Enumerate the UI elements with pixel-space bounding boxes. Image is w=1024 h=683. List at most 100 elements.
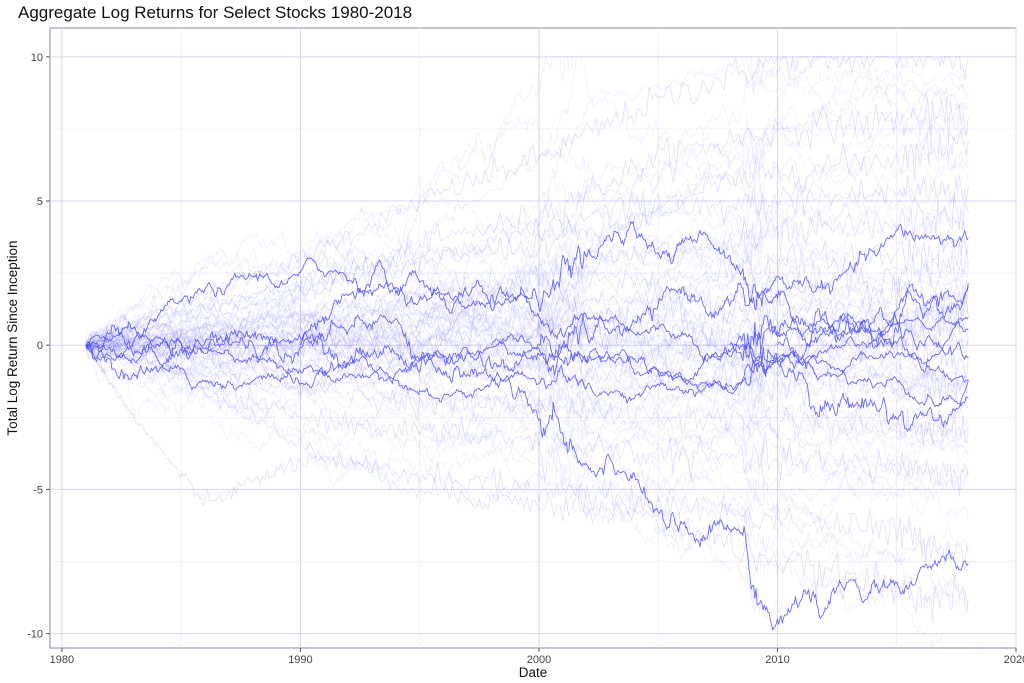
series-line: [300, 314, 969, 631]
series-line: [490, 316, 969, 395]
series-line: [729, 322, 969, 432]
series-line: [85, 319, 969, 400]
series-line: [85, 220, 969, 361]
series-line: [300, 314, 969, 631]
series-line: [729, 322, 969, 432]
series-line: [85, 257, 969, 408]
x-tick-label: 2000: [527, 654, 551, 666]
series-line: [490, 316, 969, 395]
x-tick-label: 1990: [288, 654, 312, 666]
series-line: [729, 322, 969, 432]
series-line: [85, 223, 969, 380]
series-line: [85, 321, 969, 404]
series-line: [85, 289, 969, 515]
series-line: [801, 344, 969, 392]
series-line: [85, 230, 969, 347]
series-line: [85, 257, 969, 408]
y-tick-label: 5: [37, 196, 43, 208]
series-line: [300, 314, 969, 631]
series-line: [85, 223, 969, 380]
series-line: [85, 315, 969, 391]
series-line: [85, 100, 969, 352]
series-line: [85, 321, 969, 404]
x-tick-label: 2020: [1004, 654, 1024, 666]
series-line: [490, 316, 969, 395]
series-line: [777, 282, 969, 363]
series-line: [85, 321, 969, 404]
series-line: [85, 257, 969, 408]
series-line: [777, 282, 969, 363]
series-line: [85, 313, 969, 522]
series-line: [85, 316, 969, 602]
series-line: [85, 55, 969, 359]
series-line: [85, 329, 969, 443]
series-line: [85, 257, 969, 408]
series-line: [85, 220, 969, 361]
series-line: [777, 282, 969, 363]
series-line: [85, 321, 969, 404]
series-line: [85, 322, 969, 399]
series-line: [85, 321, 969, 404]
series-line: [85, 315, 969, 391]
series-line: [705, 280, 969, 391]
series-line: [753, 283, 969, 349]
series-line: [85, 344, 969, 624]
grid-lines: [50, 28, 1017, 648]
series-line: [801, 341, 969, 382]
series-line: [85, 321, 969, 404]
series-line: [729, 322, 969, 432]
series-line: [85, 223, 969, 380]
series-line: [85, 223, 969, 380]
series-line: [729, 322, 969, 432]
series-line: [85, 318, 969, 365]
series-line: [753, 283, 969, 349]
series-line: [85, 273, 969, 352]
series-line: [85, 223, 969, 380]
axes: 1980 1990 2000 2010 2020 10 5 0 -5 -10: [27, 52, 1024, 666]
series-lines: [85, 55, 969, 649]
series-line: [85, 220, 969, 361]
series-line: [490, 316, 969, 395]
series-line: [777, 282, 969, 363]
series-line: [85, 296, 969, 355]
series-line: [753, 283, 969, 349]
series-line: [753, 283, 969, 349]
series-line: [85, 292, 969, 398]
series-line: [85, 220, 969, 361]
series-line: [753, 283, 969, 349]
series-line: [85, 298, 969, 396]
series-line: [729, 322, 969, 432]
series-line: [753, 283, 969, 349]
series-line: [85, 288, 969, 611]
series-line: [85, 257, 969, 408]
series-line: [85, 339, 969, 443]
series-line: [85, 315, 969, 391]
series-line: [85, 257, 969, 408]
series-line: [85, 328, 969, 380]
series-line: [85, 251, 969, 352]
series-line: [777, 282, 969, 363]
series-line: [777, 282, 969, 363]
series-line: [85, 315, 969, 391]
series-line: [85, 303, 969, 423]
series-line: [85, 264, 969, 352]
series-line: [85, 223, 969, 380]
series-line: [85, 345, 969, 571]
series-line: [753, 283, 969, 349]
series-line: [85, 55, 969, 346]
series-line: [85, 56, 969, 349]
series-line: [85, 220, 969, 361]
series-line: [85, 336, 969, 382]
series-line: [490, 316, 969, 395]
series-line: [85, 315, 969, 391]
series-line: [300, 314, 969, 631]
series-line: [490, 316, 969, 395]
series-line: [85, 257, 969, 408]
series-line: [85, 345, 969, 497]
series-line: [85, 223, 969, 380]
series-line: [729, 322, 969, 432]
series-line: [85, 220, 969, 361]
series-line: [85, 248, 969, 351]
y-tick-label: 10: [31, 52, 43, 64]
series-line: [777, 282, 969, 363]
